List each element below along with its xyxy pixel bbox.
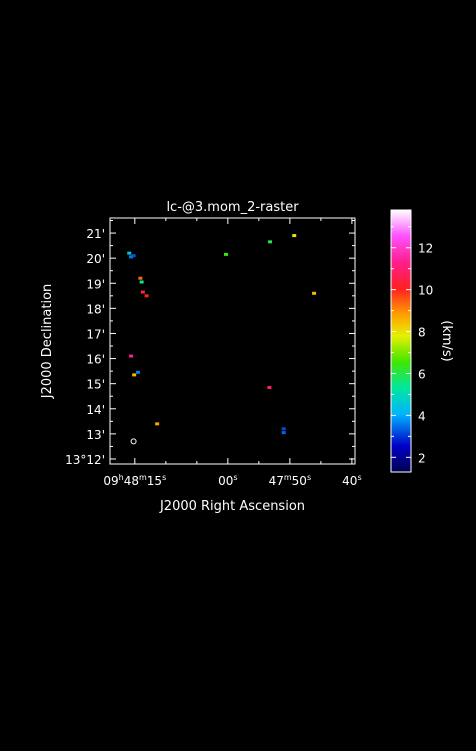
colorbar-tick-label: 2 bbox=[418, 451, 426, 465]
data-pixel bbox=[135, 370, 140, 374]
y-tick-label: 17' bbox=[86, 327, 105, 341]
y-axis-ticks: 13°12' 13' 14' 15' 16' 17' 18' 19' 20' 21' bbox=[65, 220, 355, 467]
y-tick-label: 21' bbox=[86, 227, 105, 241]
colorbar-tick-label: 6 bbox=[418, 367, 426, 381]
data-pixel bbox=[132, 373, 137, 377]
y-tick-label: 14' bbox=[86, 403, 105, 417]
data-pixel bbox=[268, 240, 273, 244]
plot-frame bbox=[109, 217, 356, 465]
colorbar-tick-label: 12 bbox=[418, 242, 433, 256]
y-tick-label: 13°12' bbox=[65, 453, 105, 467]
data-pixel bbox=[155, 422, 160, 426]
data-pixel bbox=[138, 276, 143, 280]
data-pixel bbox=[139, 280, 144, 284]
data-pixel bbox=[144, 294, 149, 298]
colorbar-gradient bbox=[390, 209, 412, 473]
data-pixel bbox=[292, 234, 297, 238]
data-pixel bbox=[127, 251, 132, 255]
y-tick-label: 18' bbox=[86, 302, 105, 316]
x-axis-ticks: 09h48m15s 00s 47m50s 40s bbox=[103, 218, 362, 488]
colorbar-tick-label: 4 bbox=[418, 409, 426, 423]
chart-title: lc-@3.mom_2-raster bbox=[166, 200, 299, 215]
data-pixel bbox=[129, 354, 134, 358]
data-pixels bbox=[127, 234, 317, 445]
data-pixel bbox=[312, 291, 317, 295]
data-pixel bbox=[129, 255, 134, 259]
y-tick-label: 15' bbox=[86, 378, 105, 392]
data-pixel bbox=[223, 252, 228, 256]
colorbar-label: (km/s) bbox=[439, 320, 454, 362]
x-tick-label: 09h48m15s bbox=[103, 473, 166, 488]
y-tick-label: 16' bbox=[86, 353, 105, 367]
data-pixel bbox=[140, 290, 145, 294]
x-axis-label: J2000 Right Ascension bbox=[159, 499, 305, 514]
colorbar: 2 4 6 8 10 12 (km/s) bbox=[390, 209, 454, 473]
x-tick-label: 40s bbox=[342, 473, 361, 488]
y-tick-label: 19' bbox=[86, 277, 105, 291]
y-axis-label: J2000 Declination bbox=[40, 284, 55, 400]
data-pixel bbox=[281, 427, 286, 431]
y-tick-label: 20' bbox=[86, 252, 105, 266]
data-pixel bbox=[267, 385, 272, 389]
x-tick-label: 47m50s bbox=[269, 473, 312, 488]
x-tick-label: 00s bbox=[218, 473, 237, 488]
data-pixel bbox=[281, 431, 286, 435]
colorbar-ticks: 2 4 6 8 10 12 bbox=[391, 226, 433, 465]
y-tick-label: 13' bbox=[86, 428, 105, 442]
colorbar-tick-label: 10 bbox=[418, 284, 433, 298]
beam-marker bbox=[130, 438, 137, 445]
colorbar-tick-label: 8 bbox=[418, 326, 426, 340]
data-pixel bbox=[131, 254, 136, 258]
